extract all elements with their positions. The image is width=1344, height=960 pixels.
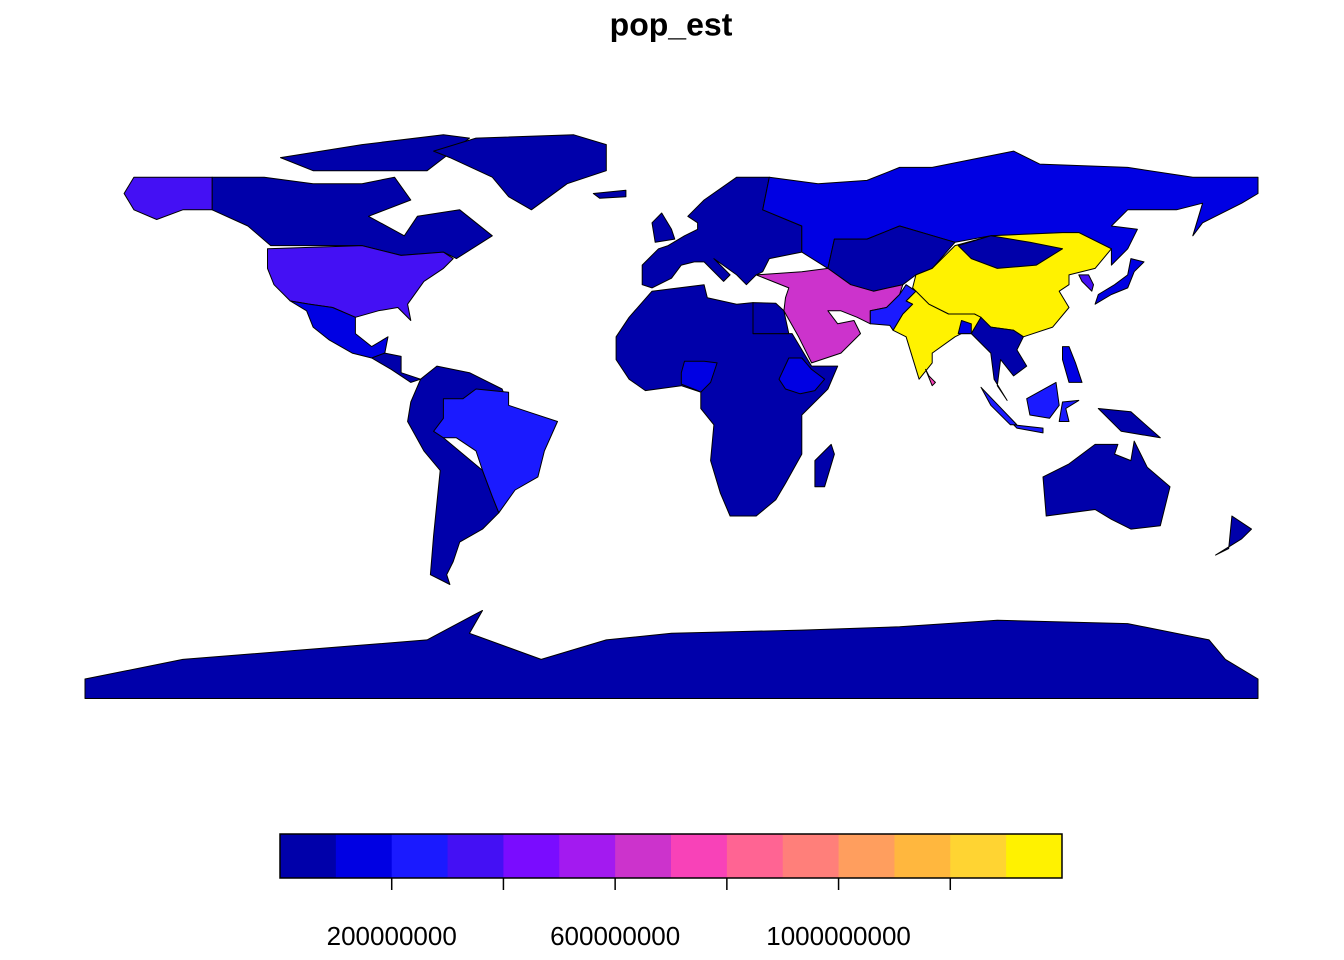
map-regions [84,134,1259,699]
region [433,134,607,211]
region [592,189,627,199]
region [1062,346,1083,383]
legend-swatch [1006,834,1063,878]
legend-swatch [894,834,951,878]
legend-swatch [838,834,895,878]
legend-swatch [950,834,1007,878]
region [289,300,389,359]
region [957,235,1063,269]
region [778,357,826,395]
region [84,610,1259,699]
region [1097,408,1161,439]
region [651,212,676,243]
legend-swatch [503,834,560,878]
region [615,284,839,517]
region [1078,274,1094,292]
region [211,134,493,260]
region [641,176,803,289]
legend-swatch [671,834,728,878]
region [957,320,972,335]
legend-swatch [335,834,393,878]
region [980,381,1080,434]
region [869,284,917,331]
legend-swatch [726,834,784,878]
legend-swatch [559,834,616,878]
region [925,368,936,387]
region [1042,440,1171,530]
legend-swatch [782,834,840,878]
legend-swatch [391,834,449,878]
legend-tick-label: 600000000 [550,921,680,951]
region [814,443,835,488]
legend-swatch [615,834,672,878]
legend-frame [279,833,1063,879]
legend-tick-label: 200000000 [327,921,457,951]
legend-swatch [280,834,337,878]
region [970,316,1028,401]
region [1094,258,1145,305]
region [1215,515,1252,556]
region [752,302,790,335]
region [755,267,904,364]
legend-tick-label: 1000000000 [766,921,911,951]
legend: 200000000 600000000 1000000000 [279,833,1063,951]
map-title: pop_est [610,6,733,42]
region [680,360,718,393]
legend-swatch [447,834,504,878]
region [371,352,422,383]
region [433,388,558,514]
